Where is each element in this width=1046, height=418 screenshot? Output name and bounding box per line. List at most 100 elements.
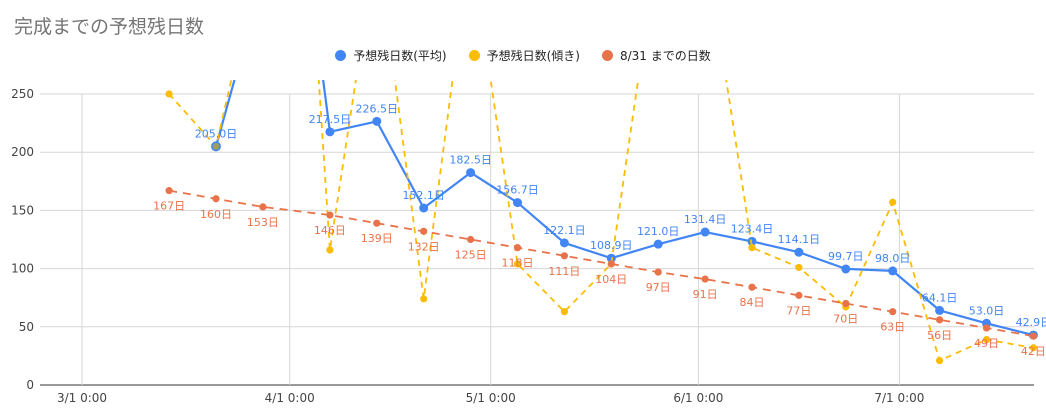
x-tick-label: 4/1 0:00 <box>265 391 315 405</box>
y-tick-label: 200 <box>11 145 34 159</box>
y-tick-label: 100 <box>11 262 34 276</box>
data-point-remaining[interactable] <box>420 227 428 235</box>
grid <box>40 93 1034 386</box>
data-label-avg: 99.7日 <box>828 250 864 263</box>
data-label-remaining: 153日 <box>247 216 279 229</box>
data-point-remaining[interactable] <box>654 268 662 276</box>
data-point-remaining[interactable] <box>513 244 522 252</box>
data-point-avg[interactable] <box>325 127 335 137</box>
data-point-remaining[interactable] <box>748 283 756 291</box>
data-point-remaining[interactable] <box>165 187 173 195</box>
data-point-slope[interactable] <box>560 308 569 316</box>
data-label-remaining: 111日 <box>548 265 580 278</box>
data-point-remaining[interactable] <box>936 316 944 324</box>
data-point-avg[interactable] <box>700 227 710 237</box>
data-point-remaining[interactable] <box>212 195 220 203</box>
data-label-avg: 226.5日 <box>356 102 399 115</box>
legend-item-remaining[interactable]: 8/31 までの日数 <box>601 47 711 64</box>
y-tick-label: 50 <box>19 320 34 334</box>
data-label-remaining: 91日 <box>693 288 718 301</box>
data-point-slope[interactable] <box>748 244 756 252</box>
data-label-remaining: 63日 <box>880 321 905 334</box>
data-point-avg[interactable] <box>747 236 757 246</box>
data-point-remaining[interactable] <box>982 324 991 332</box>
chart-title: 完成までの予想残日数 <box>14 16 205 38</box>
axes: 0 50 100 150 200 250 3/1 0:00 4/1 0:00 5/1 0:00 6… <box>11 87 924 405</box>
data-point-remaining[interactable] <box>467 235 475 244</box>
data-label-remaining: 42日 <box>1021 345 1046 358</box>
data-label-remaining: 167日 <box>153 200 185 213</box>
legend-dot-remaining <box>601 50 613 61</box>
data-label-avg: 64.1日 <box>922 291 958 304</box>
series-remaining <box>165 187 1037 340</box>
data-point-slope[interactable] <box>1029 344 1037 352</box>
data-label-remaining: 146日 <box>314 224 346 237</box>
y-tick-label: 250 <box>11 87 34 101</box>
data-point-avg[interactable] <box>653 239 663 249</box>
data-point-remaining[interactable] <box>889 308 897 316</box>
data-point-remaining[interactable] <box>259 203 267 211</box>
data-point-remaining[interactable] <box>560 252 569 260</box>
data-point-slope[interactable] <box>795 263 803 272</box>
data-label-avg: 108.9日 <box>590 239 633 252</box>
legend: 予想残日数(平均) 予想残日数(傾き) 8/31 までの日数 <box>0 47 1046 64</box>
x-tick-label: 7/1 0:00 <box>874 391 924 405</box>
x-tick-label: 6/1 0:00 <box>673 391 723 405</box>
series-line-slope <box>168 80 1034 362</box>
series-avg <box>211 80 1038 340</box>
data-point-slope[interactable] <box>513 260 522 268</box>
legend-dot-slope <box>468 50 480 61</box>
data-point-avg[interactable] <box>513 198 522 208</box>
y-tick-label: 0 <box>26 378 34 392</box>
data-point-slope[interactable] <box>326 246 334 254</box>
data-point-avg[interactable] <box>888 266 898 276</box>
data-label-avg: 53.0日 <box>969 304 1005 317</box>
data-label-remaining: 118日 <box>502 257 534 270</box>
data-point-remaining[interactable] <box>373 219 381 227</box>
data-label-avg: 42.9日 <box>1016 316 1046 329</box>
y-tick-label: 150 <box>11 203 34 217</box>
legend-dot-avg <box>335 50 347 61</box>
data-label-avg: 182.5日 <box>449 154 492 167</box>
x-tick-label: 5/1 0:00 <box>466 391 516 405</box>
data-point-avg[interactable] <box>794 247 804 257</box>
overlap-point[interactable] <box>211 141 221 152</box>
data-point-remaining[interactable] <box>1029 332 1037 340</box>
data-point-remaining[interactable] <box>326 211 334 219</box>
data-point-slope[interactable] <box>165 90 173 98</box>
data-label-remaining: 160日 <box>200 208 232 221</box>
data-label-avg: 122.1日 <box>543 224 586 237</box>
data-point-slope[interactable] <box>889 198 897 206</box>
data-label-remaining: 56日 <box>927 329 952 342</box>
data-label-remaining: 125日 <box>455 249 487 262</box>
data-label-remaining: 132日 <box>408 240 440 253</box>
data-label-avg: 205.0日 <box>195 127 238 140</box>
data-label-avg: 217.5日 <box>309 113 352 126</box>
data-point-slope[interactable] <box>936 356 944 365</box>
data-point-avg[interactable] <box>372 116 382 126</box>
legend-label-remaining: 8/31 までの日数 <box>619 49 711 63</box>
legend-label-slope: 予想残日数(傾き) <box>486 49 580 63</box>
data-label-avg: 123.4日 <box>731 222 774 235</box>
data-point-avg[interactable] <box>419 203 429 213</box>
data-point-remaining[interactable] <box>701 275 709 283</box>
data-label-avg: 156.7日 <box>496 184 539 197</box>
data-point-remaining[interactable] <box>607 260 615 268</box>
data-point-avg[interactable] <box>841 264 851 274</box>
data-label-remaining: 84日 <box>740 296 765 309</box>
data-label-avg: 131.4日 <box>684 213 727 226</box>
data-point-slope[interactable] <box>420 295 428 303</box>
data-point-remaining[interactable] <box>842 299 850 308</box>
legend-item-slope[interactable]: 予想残日数(傾き) <box>468 47 580 64</box>
data-label-avg: 152.1日 <box>402 189 445 202</box>
data-point-avg[interactable] <box>559 238 569 248</box>
data-point-avg[interactable] <box>935 305 945 315</box>
data-label-remaining: 104日 <box>595 273 627 286</box>
legend-item-avg[interactable]: 予想残日数(平均) <box>335 47 447 64</box>
data-point-avg[interactable] <box>466 168 476 178</box>
data-label-avg: 121.0日 <box>637 225 680 238</box>
data-point-slope[interactable] <box>982 336 991 344</box>
legend-label-avg: 予想残日数(平均) <box>353 49 447 63</box>
data-point-remaining[interactable] <box>795 291 803 299</box>
